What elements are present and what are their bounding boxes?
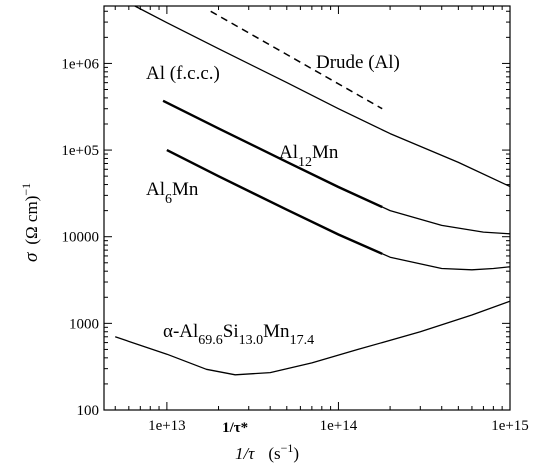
x-tick-label: 1e+13 [148,418,186,434]
x-axis-label: 1/τ (s−1) [235,441,299,463]
x-tick-label: 1e+15 [491,418,529,434]
y-tick-label: 100 [77,403,100,419]
plot-frame [103,5,511,411]
y-tick-label: 1e+05 [61,143,99,159]
label-al12mn: Al12Mn [279,142,339,170]
series-al_fcc [134,5,511,188]
y-tick-label: 1e+06 [61,56,99,72]
series-al12mn-bold [162,99,383,209]
series-alpha [114,300,511,376]
axis-ticks [104,6,511,411]
label-drude: Drude (Al) [316,52,400,73]
y-axis-label: σ(Ω cm)−1 [19,183,42,262]
y-tick-label: 1000 [69,316,99,332]
series-drude [210,10,383,110]
tick-labels: 100 1000 10000 1e+05 1e+06 1e+13 1e+14 1e+15 1/τ… [61,56,528,436]
x-tick-label: 1e+14 [320,418,358,434]
label-al6mn: Al6Mn [146,179,199,207]
series-al6mn [166,149,511,271]
tau-star-tick-label: 1/τ* [222,420,248,436]
y-tick-label: 10000 [62,230,100,246]
label-al-fcc: Al (f.c.c.) [146,63,220,84]
series-al12mn [162,100,511,235]
series-al6mn-bold [166,149,383,255]
data-series [114,5,511,376]
label-alpha: α-Al69.6Si13.0Mn17.4 [163,321,314,348]
